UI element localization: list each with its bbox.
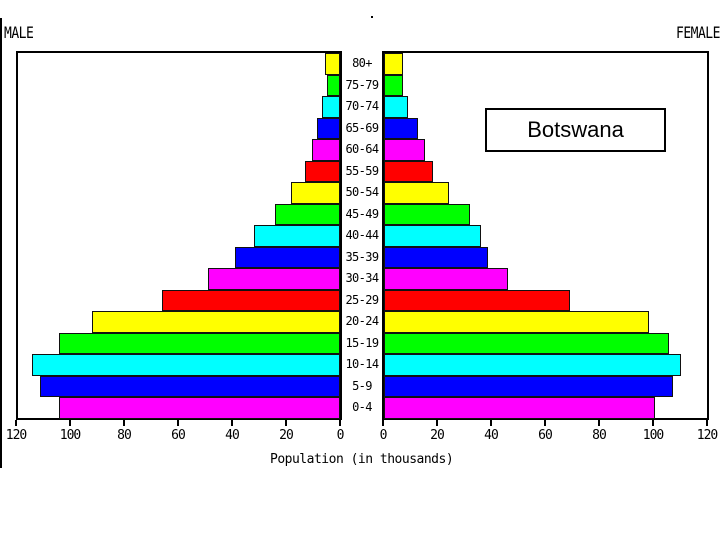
- x-tick-label-female: 0: [379, 428, 388, 443]
- x-tick-mark: [15, 420, 17, 426]
- x-tick-label-female: 40: [484, 428, 499, 443]
- age-group-label: 80+: [352, 56, 372, 70]
- female-bar: [384, 354, 681, 376]
- male-bar: [161, 289, 340, 311]
- male-bar: [326, 74, 340, 96]
- x-tick-mark: [490, 420, 492, 426]
- x-tick-mark: [598, 420, 600, 426]
- female-bar: [384, 225, 482, 247]
- female-bar: [384, 246, 488, 268]
- x-tick-mark: [544, 420, 546, 426]
- x-tick-label-male: 100: [59, 428, 81, 443]
- age-group-label: 40-44: [345, 228, 379, 242]
- x-tick-mark: [69, 420, 71, 426]
- x-axis-label: Population (in thousands): [270, 452, 454, 467]
- x-tick-mark: [339, 420, 341, 426]
- x-tick-label-female: 100: [642, 428, 664, 443]
- x-tick-mark: [652, 420, 654, 426]
- female-bar: [384, 74, 403, 96]
- x-tick-mark: [382, 420, 384, 426]
- male-bar: [322, 96, 340, 118]
- age-group-label: 65-69: [345, 120, 379, 135]
- x-tick-mark: [231, 420, 233, 426]
- x-tick-mark: [177, 420, 179, 426]
- male-bar: [304, 160, 340, 182]
- female-bar: [384, 160, 433, 182]
- female-bar: [384, 375, 673, 397]
- age-group-label: 25-29: [345, 292, 379, 307]
- male-bar: [32, 354, 340, 376]
- x-tick-mark: [436, 420, 438, 426]
- female-bar: [384, 397, 656, 419]
- male-bar: [275, 203, 340, 225]
- x-tick-label-male: 0: [336, 428, 345, 443]
- decorative-dot: [371, 16, 373, 18]
- left-edge-rule: [0, 18, 2, 468]
- female-bar: [384, 139, 425, 161]
- age-group-label: 10-14: [345, 357, 379, 371]
- female-bar: [384, 53, 403, 75]
- x-tick-label-male: 20: [279, 428, 294, 443]
- female-bar: [384, 268, 509, 290]
- female-bar: [384, 117, 418, 139]
- female-label: FEMALE: [676, 24, 720, 43]
- male-bar: [253, 225, 340, 247]
- age-group-label: 30-34: [345, 271, 379, 285]
- age-group-label: 35-39: [345, 249, 379, 264]
- female-bar: [384, 332, 669, 354]
- male-bar: [59, 397, 340, 419]
- x-tick-label-female: 80: [592, 428, 607, 443]
- female-bar: [384, 182, 449, 204]
- x-tick-label-male: 60: [171, 428, 186, 443]
- x-tick-mark: [706, 420, 708, 426]
- male-bar: [317, 117, 340, 139]
- x-tick-label-female: 20: [430, 428, 445, 443]
- male-bar: [311, 139, 340, 161]
- age-group-label: 60-64: [345, 142, 379, 156]
- x-tick-label-male: 120: [5, 428, 27, 443]
- female-bar: [384, 311, 649, 333]
- age-group-label: 0-4: [352, 400, 372, 414]
- age-group-label: 5-9: [352, 378, 372, 393]
- age-group-label: 55-59: [345, 163, 379, 178]
- male-plot-area: [16, 51, 342, 420]
- age-group-label: 50-54: [345, 185, 379, 199]
- female-bar: [384, 96, 409, 118]
- female-bar: [384, 289, 571, 311]
- age-group-label: 70-74: [345, 99, 379, 113]
- male-bar: [91, 311, 340, 333]
- male-label: MALE: [4, 24, 34, 43]
- age-group-label: 75-79: [345, 77, 379, 92]
- x-tick-mark: [123, 420, 125, 426]
- female-plot-area: [382, 51, 709, 420]
- female-bar: [384, 203, 471, 225]
- male-bar: [40, 375, 340, 397]
- male-bar: [234, 246, 340, 268]
- age-group-label: 15-19: [345, 335, 379, 350]
- age-group-label: 45-49: [345, 206, 379, 221]
- male-bar: [59, 332, 340, 354]
- x-tick-label-female: 60: [538, 428, 553, 443]
- x-tick-label-female: 120: [696, 428, 718, 443]
- x-tick-label-male: 80: [117, 428, 132, 443]
- country-title-box: Botswana: [485, 108, 666, 152]
- male-bar: [291, 182, 340, 204]
- age-group-label: 20-24: [345, 314, 379, 328]
- male-bar: [207, 268, 340, 290]
- x-tick-mark: [285, 420, 287, 426]
- x-tick-label-male: 40: [225, 428, 240, 443]
- chart-title: Botswana: [527, 117, 624, 142]
- male-bar: [325, 53, 340, 75]
